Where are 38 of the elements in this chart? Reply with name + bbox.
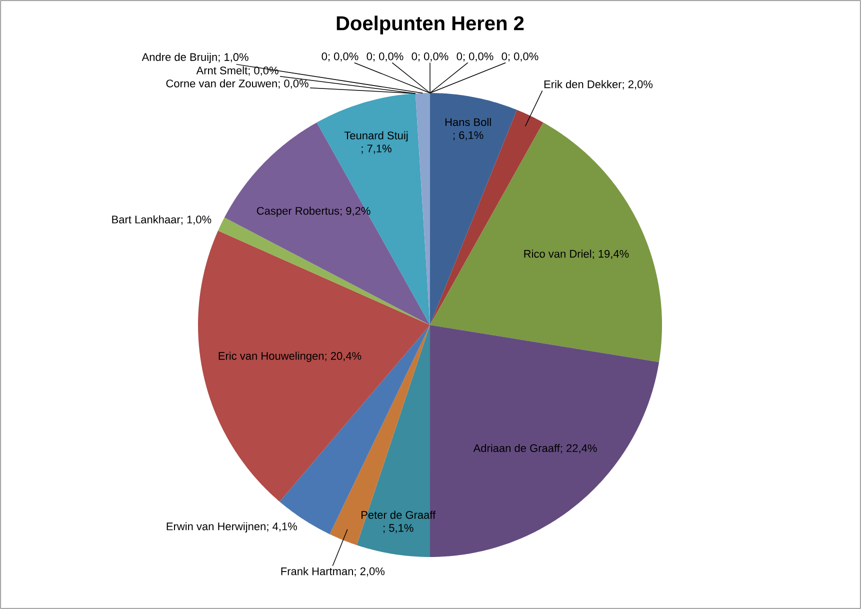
category-label: 0 xyxy=(412,52,418,60)
slice-label: Bart Lankhaar xyxy=(112,215,180,224)
category-label: Arnt Smelt xyxy=(196,66,248,74)
category-label: 0 xyxy=(366,52,372,60)
data-label: ; 22,4% xyxy=(560,444,597,454)
data-label: ; 2,0% xyxy=(354,567,385,576)
data-label: ; 5,1% xyxy=(384,524,414,534)
data-label: ; 20,4% xyxy=(325,352,362,362)
category-label: 0 xyxy=(502,52,508,60)
slice-label: Frank Hartman xyxy=(281,567,354,576)
category-label: 0 xyxy=(322,52,328,60)
slice-label: Rico van Driel xyxy=(524,250,592,258)
text: ; 0,0% xyxy=(248,66,278,76)
category-label: 0 xyxy=(456,52,462,60)
data-label: ; 1,0% xyxy=(218,53,248,62)
slice-label: Casper Robertus xyxy=(256,206,340,217)
text: ; 0,0% xyxy=(463,52,494,62)
slice-label: Andre de Bruijn xyxy=(142,52,217,64)
data-label: ; 6,1% xyxy=(453,131,484,140)
data-label: ; 7,1% xyxy=(362,144,392,154)
slice-label: Erwin van Herwijnen xyxy=(166,522,266,532)
category-label: Corne van der Zouwen xyxy=(166,79,277,88)
text: ; 0,0% xyxy=(328,52,358,62)
data-label: ; 4,1% xyxy=(267,522,297,532)
data-label: ; 19,4% xyxy=(592,250,629,260)
slice-label: Adriaan de Graaff xyxy=(473,444,560,452)
data-label: ; 9,2% xyxy=(340,206,370,216)
data-label: ; 2,0% xyxy=(622,80,653,90)
chart-title: Doelpunten Heren 2 xyxy=(336,16,524,34)
text: ; 0,0% xyxy=(418,52,448,62)
data-label: ; 1,0% xyxy=(181,216,212,225)
slice-label: Hans Boll xyxy=(445,118,491,126)
text: ; 0,0% xyxy=(373,52,404,62)
text: ; 0,0% xyxy=(508,52,538,62)
slice-label: Teunard Stuij xyxy=(344,131,408,142)
text: ; 0,0% xyxy=(278,80,308,89)
slice-label: Eric van Houwelingen xyxy=(218,352,324,362)
slice-label: Erik den Dekker xyxy=(544,80,622,88)
